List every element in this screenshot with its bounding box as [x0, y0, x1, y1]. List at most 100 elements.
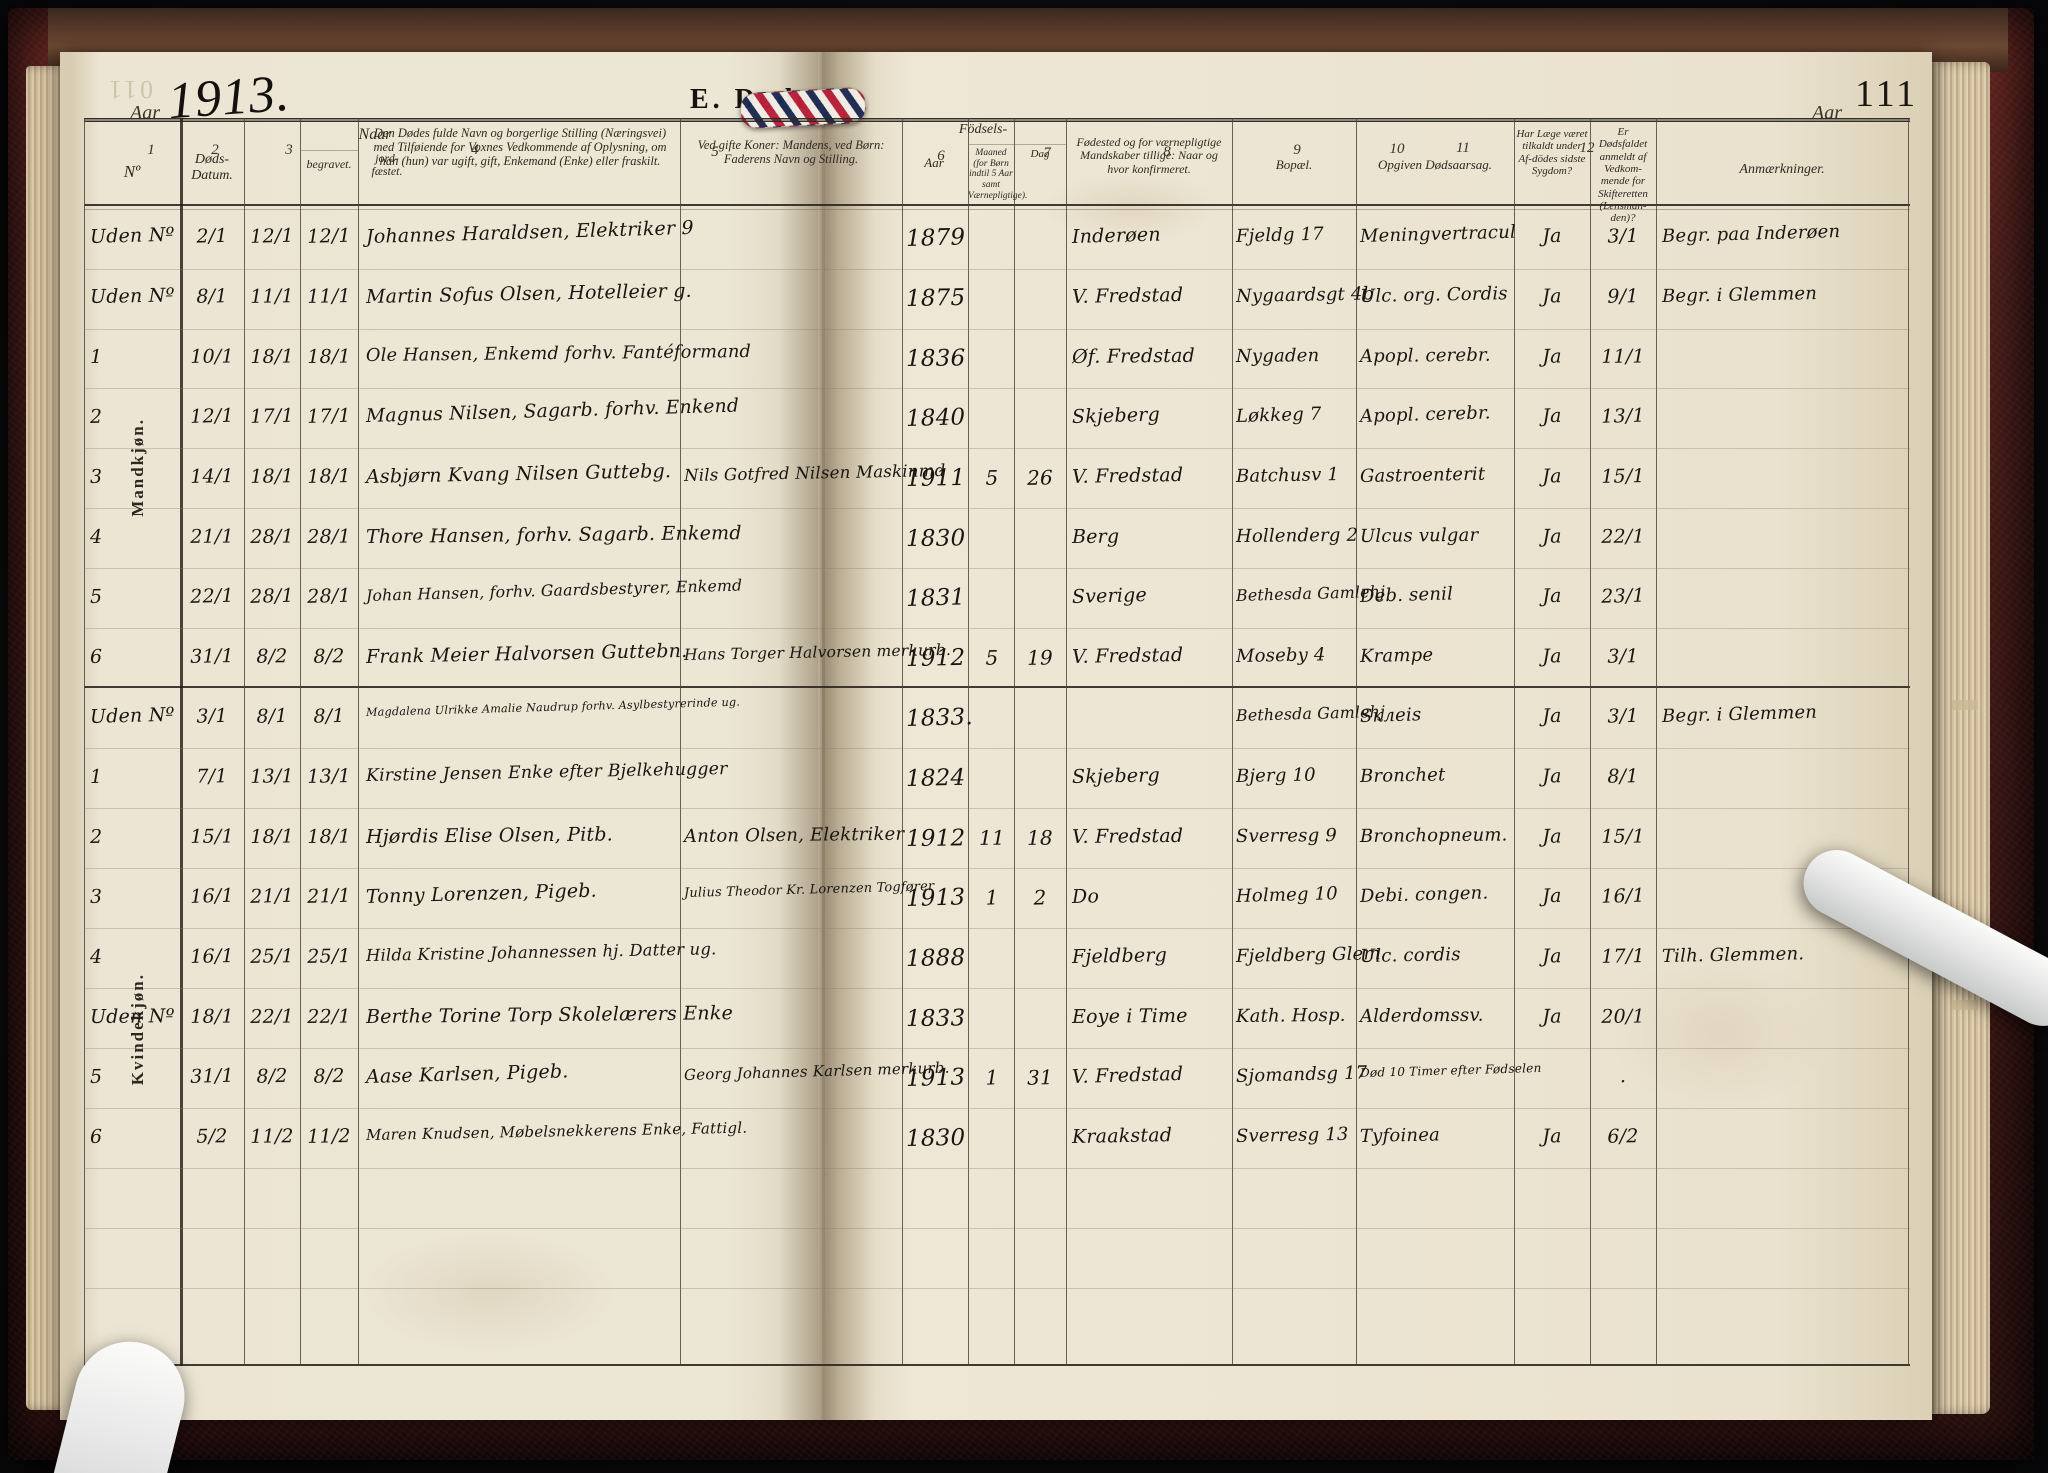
- rule-v: [902, 118, 903, 1366]
- row-rule: [84, 568, 1910, 569]
- cell-jord: 8/1: [313, 704, 345, 728]
- cell-no: Uden Nº: [89, 1005, 175, 1028]
- cell-doctor: Ja: [1542, 345, 1562, 368]
- cell-name: Johannes Haraldsen, Elektriker 9: [365, 216, 695, 248]
- rule-v: [1656, 118, 1657, 1366]
- cell-spouse: Julius Theodor Kr. Lorenzen Togfører: [683, 879, 935, 901]
- column-number-9: 9: [1293, 142, 1301, 158]
- cell-birthplace: Eoye i Time: [1071, 1004, 1188, 1028]
- cell-begr: 8/2: [256, 1064, 288, 1088]
- column-number-3: 3: [285, 142, 293, 158]
- rule-v: [1356, 118, 1357, 1366]
- cell-no: 2: [89, 405, 103, 428]
- cell-no: 6: [89, 1125, 103, 1148]
- cell-reported: 15/1: [1601, 465, 1645, 488]
- header-col4: Den Dødes fulde Navn og borgerlige Still…: [373, 126, 667, 168]
- cell-begr: 13/1: [250, 765, 294, 788]
- cell-doctor: Ja: [1542, 465, 1562, 488]
- header-bottom-rule-2: [84, 209, 1910, 210]
- cell-dod: 31/1: [189, 1064, 235, 1088]
- cell-fyear: 1888: [905, 944, 966, 972]
- subheader-rule-col3: [300, 150, 358, 151]
- cell-cause: Deb. senil: [1359, 583, 1454, 607]
- cell-jord: 12/1: [306, 224, 352, 248]
- column-number-6: 6: [937, 148, 945, 164]
- cell-cause: Alderdomssv.: [1359, 1004, 1484, 1027]
- cell-reported: 16/1: [1600, 884, 1646, 908]
- cell-fyear: 1913: [905, 884, 966, 912]
- cell-remarks: Begr. paa Inderøen: [1661, 221, 1841, 247]
- cell-dod: 10/1: [190, 345, 234, 368]
- row-rule: [84, 1168, 1910, 1169]
- cell-begr: 21/1: [249, 884, 295, 908]
- page-left-half: [60, 52, 818, 1420]
- cell-residence: Nygaden: [1235, 345, 1320, 367]
- cell-reported: 23/1: [1600, 584, 1646, 608]
- cell-doctor: Ja: [1541, 224, 1562, 248]
- cell-cause: Bronchopneum.: [1359, 824, 1508, 847]
- row-rule: [84, 628, 1910, 629]
- subheader-rule-col6: [968, 144, 1066, 145]
- cell-birthplace: Skjeberg: [1071, 403, 1161, 428]
- header-col10: Har Læge været tilkaldt under Af-dödes s…: [1516, 128, 1588, 177]
- header-col6c: Dag: [1030, 148, 1050, 160]
- cell-name: Berthe Torine Torp Skolelærers Enke: [365, 1002, 734, 1028]
- cell-name: Tonny Lorenzen, Pigeb.: [365, 879, 598, 908]
- cell-reported: 9/1: [1607, 285, 1639, 308]
- cell-birthplace: Berg: [1071, 525, 1120, 548]
- cell-dod: 16/1: [190, 945, 234, 968]
- cell-cause: Gastroenterit: [1359, 463, 1486, 487]
- header-col7: Fødested og for værnepligtige Mandskaber…: [1076, 135, 1222, 176]
- rule-v: [84, 118, 85, 1366]
- cell-birthplace: V. Fredstad: [1071, 1062, 1184, 1088]
- cell-cause: Tyfoinea: [1359, 1124, 1441, 1147]
- cell-fmonth: 1: [985, 885, 999, 910]
- cell-residence: Bjerg 10: [1235, 764, 1317, 787]
- rule-v: [1232, 118, 1233, 1366]
- cell-jord: 18/1: [307, 825, 351, 848]
- cell-doctor: Ja: [1542, 765, 1562, 788]
- cell-fyear: 1824: [905, 764, 966, 792]
- cell-name: Frank Meier Halvorsen Guttebn.: [365, 639, 688, 668]
- table-top-rule: [84, 118, 1910, 122]
- cell-name: Magdalena Ulrikke Amalie Naudrup forhv. …: [365, 695, 741, 719]
- rule-v: [1014, 118, 1015, 1366]
- cell-fday: 31: [1026, 1065, 1054, 1090]
- cell-name: Maren Knudsen, Møbelsnekkerens Enke, Fat…: [365, 1118, 748, 1144]
- cell-doctor: Ja: [1542, 645, 1562, 668]
- row-rule: [84, 928, 1910, 929]
- cell-no: Uden Nº: [89, 284, 175, 308]
- cell-birthplace: Do: [1071, 885, 1100, 908]
- row-rule: [84, 269, 1910, 270]
- cell-reported: 11/1: [1601, 345, 1645, 368]
- cell-residence: Batchusv 1: [1235, 464, 1340, 487]
- cell-birthplace: Sverige: [1071, 583, 1148, 608]
- cell-cause: Ulcus vulgar: [1359, 524, 1479, 547]
- index-tab: [1952, 700, 1978, 710]
- cell-name: Asbjørn Kvang Nilsen Guttebg.: [365, 460, 672, 488]
- cell-residence: Holmeg 10: [1235, 883, 1339, 907]
- cell-cause: Debi. congen.: [1359, 882, 1489, 907]
- cell-spouse: Georg Johannes Karlsen merkurb.: [683, 1058, 950, 1084]
- cell-jord: 13/1: [307, 765, 351, 788]
- cell-jord: 21/1: [306, 884, 352, 908]
- cell-cause: Bronchet: [1359, 764, 1446, 787]
- column-number-11: 11: [1456, 140, 1470, 156]
- cell-fyear: 1913: [905, 1064, 966, 1092]
- cell-doctor: Ja: [1541, 704, 1562, 728]
- cell-fmonth: 5: [985, 645, 999, 670]
- row-rule: [84, 748, 1910, 749]
- cell-dod: 15/1: [190, 825, 234, 848]
- cell-residence: Bethesda Gamlehj: [1235, 701, 1386, 725]
- cell-reported: 15/1: [1601, 825, 1645, 848]
- cell-dod: 12/1: [189, 404, 235, 428]
- cell-birthplace: Kraakstad: [1071, 1124, 1173, 1148]
- cell-no: Uden Nº: [89, 223, 175, 248]
- section-divider: [84, 686, 1910, 688]
- row-rule: [84, 448, 1910, 449]
- cell-residence: Sverresg 13: [1235, 1123, 1349, 1147]
- cell-residence: Fjeldg 17: [1235, 223, 1325, 247]
- header-bottom-rule: [84, 204, 1910, 206]
- cell-birthplace: Fjeldberg: [1071, 944, 1168, 968]
- cell-dod: 2/1: [196, 224, 228, 248]
